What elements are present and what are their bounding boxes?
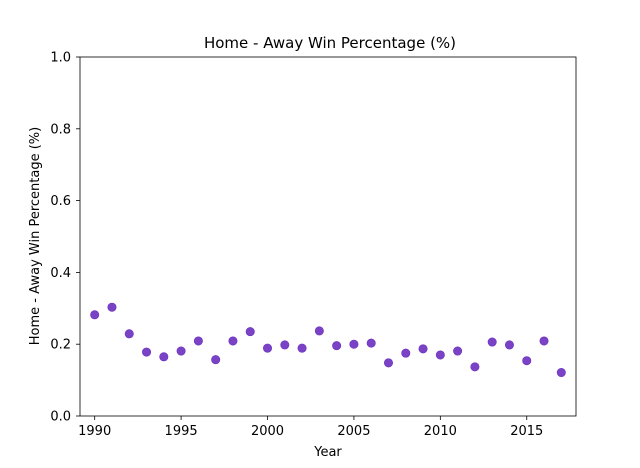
- data-point: [435, 350, 445, 360]
- data-point: [211, 355, 221, 365]
- x-tick-label: 2010: [424, 424, 457, 439]
- y-axis: 0.0 0.2 0.4 0.6 0.8 1.0: [50, 51, 80, 425]
- data-point: [504, 340, 514, 350]
- y-tick-label: 1.0: [50, 51, 71, 66]
- data-point: [349, 339, 359, 349]
- y-tick-label: 0.0: [50, 410, 71, 425]
- data-point: [297, 343, 307, 353]
- plot-area: [80, 57, 576, 416]
- data-point: [107, 302, 117, 312]
- data-point: [522, 356, 532, 366]
- data-point: [418, 344, 428, 354]
- x-tick-label: 2000: [251, 424, 284, 439]
- data-point: [383, 358, 393, 368]
- data-point: [487, 337, 497, 347]
- y-tick-label: 0.8: [50, 122, 71, 137]
- data-point: [142, 347, 152, 357]
- y-tick-label: 0.6: [50, 194, 71, 209]
- x-tick-label: 2005: [337, 424, 370, 439]
- data-point: [124, 329, 134, 339]
- data-point: [280, 340, 290, 350]
- y-axis-label: Home - Away Win Percentage (%): [28, 127, 43, 345]
- x-tick-label: 2015: [510, 424, 543, 439]
- x-axis-label: Year: [313, 445, 342, 460]
- data-point: [245, 327, 255, 337]
- data-points: [90, 302, 566, 378]
- y-tick-label: 0.2: [50, 338, 71, 353]
- plot-frame: [79, 56, 577, 417]
- data-point: [176, 346, 186, 356]
- data-point: [263, 343, 273, 353]
- data-point: [366, 338, 376, 348]
- x-tick-label: 1995: [165, 424, 198, 439]
- data-point: [90, 310, 100, 320]
- data-point: [556, 368, 566, 378]
- data-point: [193, 336, 203, 346]
- data-point: [453, 346, 463, 356]
- data-point: [228, 336, 238, 346]
- data-point: [332, 341, 342, 351]
- x-axis: 1990 1995 2000 2005 2010 2015: [78, 416, 543, 439]
- data-point: [539, 336, 549, 346]
- data-point: [159, 352, 169, 362]
- chart-title: Home - Away Win Percentage (%): [204, 34, 456, 52]
- data-point: [401, 348, 411, 358]
- plot-background: [80, 57, 576, 416]
- x-tick-label: 1990: [78, 424, 111, 439]
- data-point: [314, 326, 324, 336]
- y-tick-label: 0.4: [50, 266, 71, 281]
- data-point: [470, 362, 480, 372]
